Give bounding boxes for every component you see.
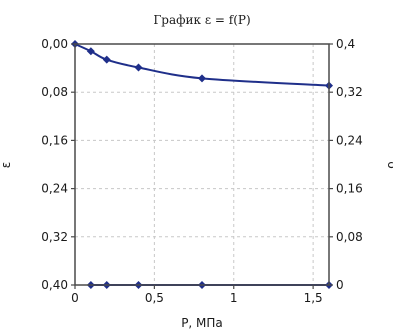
y-left-tick-label: 0,32 <box>41 230 68 244</box>
y-right-tick-label: 0,4 <box>336 37 355 51</box>
chart-title: График ε = f(P) <box>153 13 250 27</box>
y-right-tick-label: 0,16 <box>336 182 363 196</box>
ticks: 0,00 0,08 0,16 0,24 0,32 0,40 0,4 0,32 0,24 0,16 0… <box>41 37 362 305</box>
series-1-point <box>102 55 111 64</box>
y-right-axis-title: δ <box>385 161 393 168</box>
y-left-tick-label: 0,24 <box>41 182 68 196</box>
y-left-tick-label: 0,16 <box>41 133 68 147</box>
series-1-point <box>134 63 143 72</box>
plot-frame <box>74 43 330 286</box>
y-right-tick-label: 0,32 <box>336 85 363 99</box>
y-left-tick-label: 0,00 <box>41 37 68 51</box>
x-axis-title: P, МПа <box>181 316 223 330</box>
y-right-tick-label: 0 <box>336 278 344 292</box>
x-tick-label: 0,5 <box>145 291 164 305</box>
x-tick-label: 1,5 <box>304 291 323 305</box>
series-1-point <box>86 47 95 56</box>
y-left-tick-label: 0,40 <box>41 278 68 292</box>
x-tick-label: 0 <box>71 291 79 305</box>
y-left-axis-title: ε <box>0 162 13 169</box>
x-tick-label: 1 <box>230 291 238 305</box>
series-1-point <box>198 74 206 83</box>
y-left-tick-label: 0,08 <box>41 85 68 99</box>
series-layer <box>71 40 333 289</box>
y-right-tick-label: 0,24 <box>336 133 363 147</box>
grid <box>75 44 329 285</box>
y-right-tick-label: 0,08 <box>336 230 363 244</box>
